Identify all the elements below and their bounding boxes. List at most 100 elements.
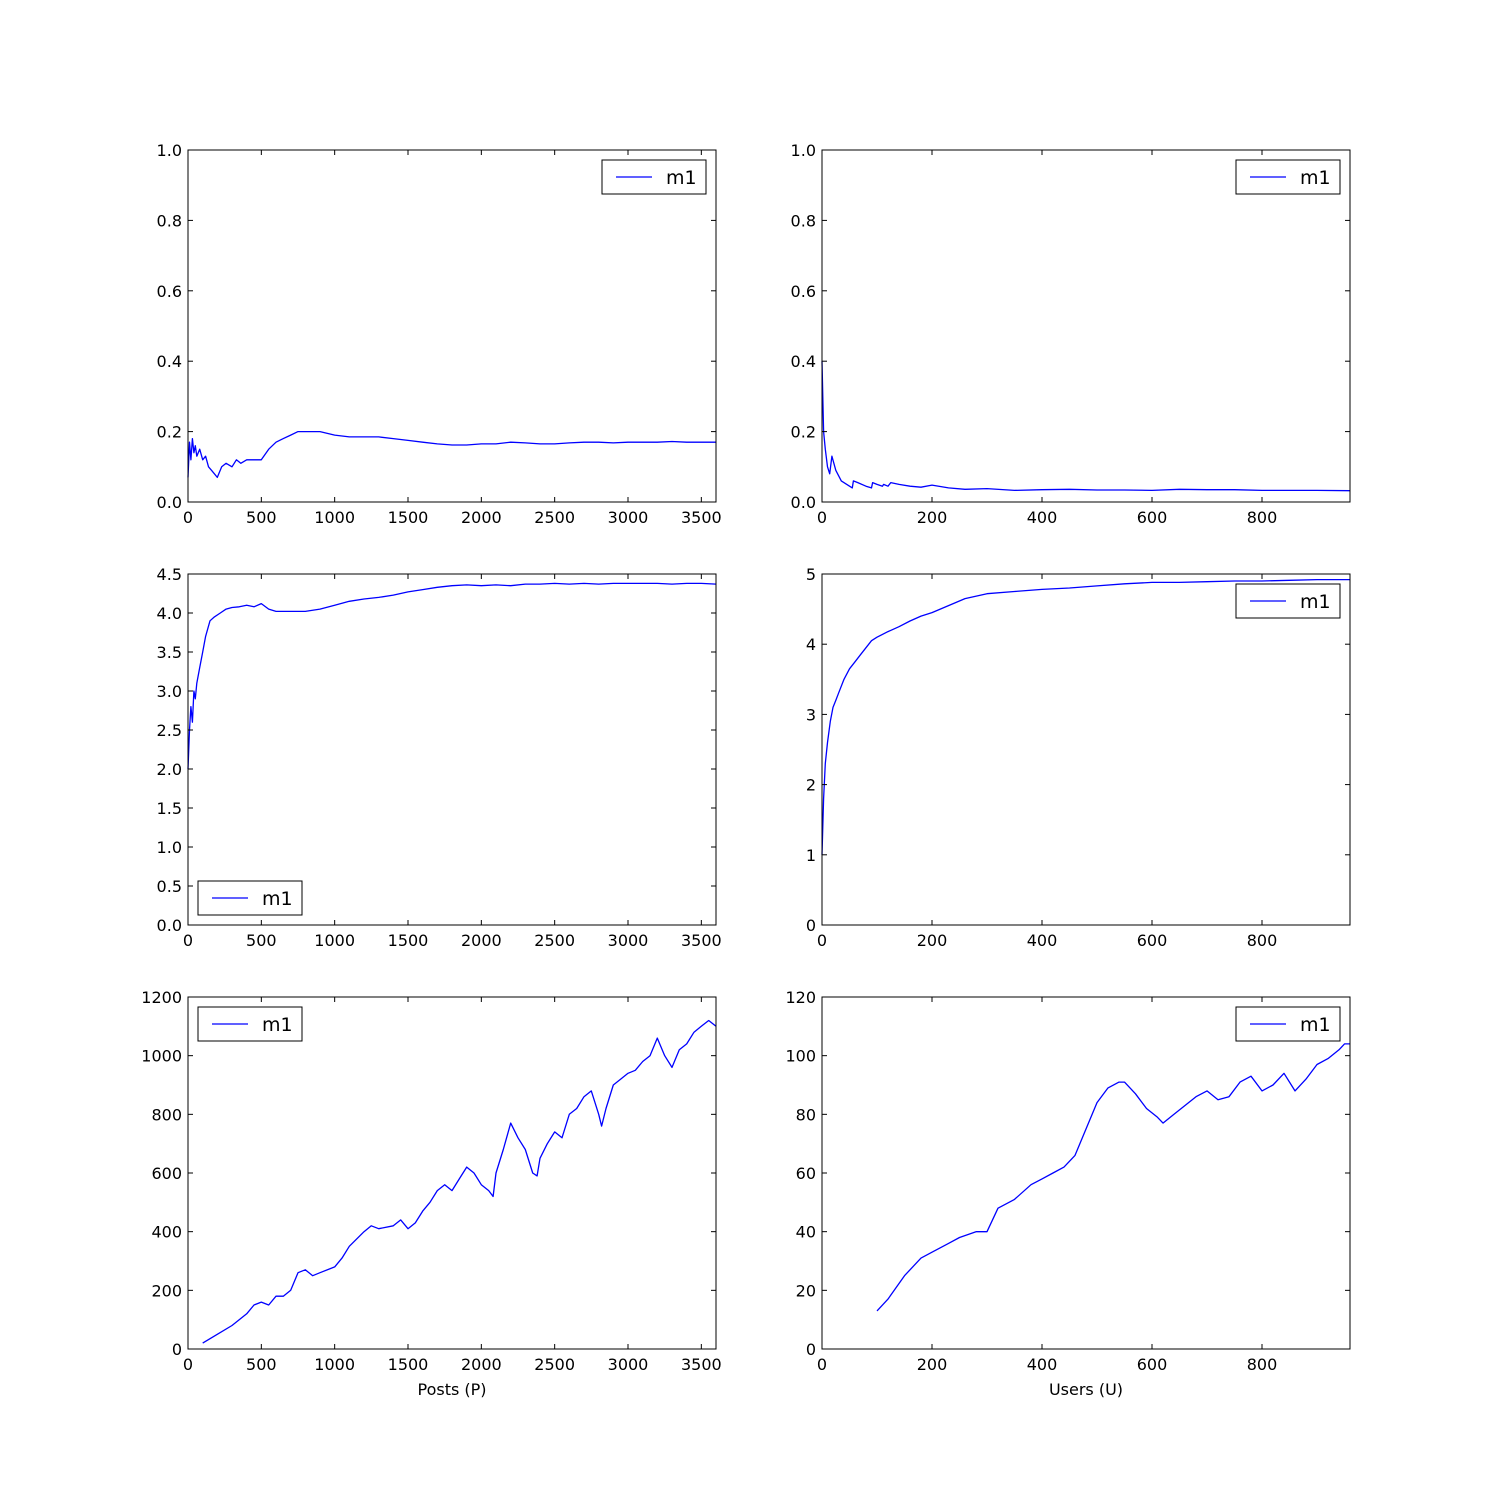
y-tick-label: 2	[806, 776, 816, 795]
y-tick-label: 0.0	[791, 493, 816, 512]
x-tick-label: 200	[917, 1355, 948, 1374]
y-tick-label: 2.0	[157, 760, 182, 779]
legend: m1	[197, 880, 303, 916]
y-tick-label: 400	[151, 1223, 182, 1242]
x-tick-label: 200	[917, 931, 948, 950]
legend: m1	[601, 159, 707, 195]
y-tick-label: 1200	[141, 988, 182, 1007]
legend-label: m1	[262, 1014, 293, 1036]
x-tick-label: 3500	[681, 508, 722, 527]
x-tick-label: 3000	[608, 508, 649, 527]
subplot-2: 0 200 400 600 800 0.0 0.2 0.4 0.6 0.8 1.0 m1	[791, 141, 1351, 527]
legend: m1	[197, 1006, 303, 1042]
x-tick-label: 1500	[388, 931, 429, 950]
legend: m1	[1235, 159, 1341, 195]
legend-label: m1	[1300, 167, 1331, 189]
y-tick-label: 1	[806, 846, 816, 865]
x-tick-label: 2500	[534, 508, 575, 527]
x-tick-label: 1500	[388, 508, 429, 527]
x-tick-label: 1500	[388, 1355, 429, 1374]
x-tick-label: 0	[183, 931, 193, 950]
y-tick-label: 0.8	[791, 211, 816, 230]
x-axis-title: Posts (P)	[417, 1380, 486, 1399]
y-tick-label: 1.0	[157, 838, 182, 857]
series-line-m1	[876, 1043, 1350, 1312]
y-tick-label: 120	[785, 988, 816, 1007]
x-tick-label: 500	[246, 508, 277, 527]
y-tick-label: 1.0	[157, 141, 182, 160]
y-tick-label: 4	[806, 635, 816, 654]
plot-frame	[821, 573, 1351, 926]
y-tick-label: 0.6	[157, 282, 182, 301]
x-tick-label: 400	[1027, 931, 1058, 950]
x-tick-label: 1000	[314, 1355, 355, 1374]
legend: m1	[1235, 583, 1341, 619]
x-tick-label: 400	[1027, 1355, 1058, 1374]
x-tick-label: 2000	[461, 508, 502, 527]
x-tick-label: 800	[1247, 931, 1278, 950]
x-tick-label: 3000	[608, 931, 649, 950]
legend-label: m1	[1300, 591, 1331, 613]
y-tick-label: 0	[172, 1340, 182, 1359]
series-line-m1	[821, 361, 1351, 492]
y-tick-label: 3	[806, 705, 816, 724]
y-tick-label: 3.0	[157, 682, 182, 701]
x-tick-label: 400	[1027, 508, 1058, 527]
x-tick-label: 1000	[314, 931, 355, 950]
series-line-m1	[187, 430, 716, 479]
plot-frame	[187, 149, 717, 503]
x-tick-label: 0	[817, 931, 827, 950]
subplot-3: 0 500 1000 1500 2000 2500 3000 3500 0.0 0.5 1.0 1.5…	[157, 565, 722, 950]
x-tick-label: 3500	[681, 931, 722, 950]
y-tick-label: 3.5	[157, 643, 182, 662]
y-tick-label: 0.2	[791, 423, 816, 442]
y-tick-label: 0.0	[157, 916, 182, 935]
subplot-4: 0 200 400 600 800 0 1 2 3 4 5 m1	[806, 565, 1351, 950]
subplot-1: 0 500 1000 1500 2000 2500 3000 3500 0.0 0.2 0.4 0.6…	[157, 141, 722, 527]
x-tick-label: 0	[183, 1355, 193, 1374]
x-tick-label: 0	[183, 508, 193, 527]
x-tick-label: 200	[917, 508, 948, 527]
y-tick-label: 600	[151, 1164, 182, 1183]
y-tick-label: 0.5	[157, 877, 182, 896]
x-tick-label: 500	[246, 1355, 277, 1374]
y-tick-label: 40	[796, 1223, 816, 1242]
x-tick-label: 2500	[534, 1355, 575, 1374]
legend-label: m1	[666, 167, 697, 189]
y-tick-label: 80	[796, 1105, 816, 1124]
y-tick-label: 0	[806, 916, 816, 935]
y-tick-label: 0	[806, 1340, 816, 1359]
plot-frame	[187, 573, 717, 926]
x-tick-label: 800	[1247, 1355, 1278, 1374]
y-tick-label: 4.0	[157, 604, 182, 623]
y-tick-label: 1000	[141, 1047, 182, 1066]
x-tick-label: 600	[1137, 508, 1168, 527]
y-tick-label: 1.5	[157, 799, 182, 818]
y-tick-label: 2.5	[157, 721, 182, 740]
x-tick-label: 800	[1247, 508, 1278, 527]
x-tick-label: 600	[1137, 1355, 1168, 1374]
y-tick-label: 60	[796, 1164, 816, 1183]
y-tick-label: 200	[151, 1281, 182, 1300]
y-tick-label: 0.2	[157, 423, 182, 442]
series-line-m1	[202, 1019, 717, 1344]
y-tick-label: 0.0	[157, 493, 182, 512]
series-line-m1	[187, 582, 717, 770]
subplot-5: 0 500 1000 1500 2000 2500 3000 3500 0 200 400 600 80…	[141, 988, 721, 1399]
y-tick-label: 0.6	[791, 282, 816, 301]
x-tick-label: 600	[1137, 931, 1168, 950]
subplot-6: 0 200 400 600 800 0 20 40 60 80 100 120 Users (U) m1	[785, 988, 1351, 1399]
y-tick-label: 800	[151, 1105, 182, 1124]
x-tick-label: 1000	[314, 508, 355, 527]
plot-frame	[821, 149, 1351, 503]
legend-label: m1	[1300, 1014, 1331, 1036]
series-line-m1	[821, 578, 1350, 855]
x-tick-label: 0	[817, 1355, 827, 1374]
y-tick-label: 0.8	[157, 211, 182, 230]
y-tick-label: 5	[806, 565, 816, 584]
x-tick-label: 2000	[461, 1355, 502, 1374]
legend: m1	[1235, 1006, 1341, 1042]
x-tick-label: 0	[817, 508, 827, 527]
